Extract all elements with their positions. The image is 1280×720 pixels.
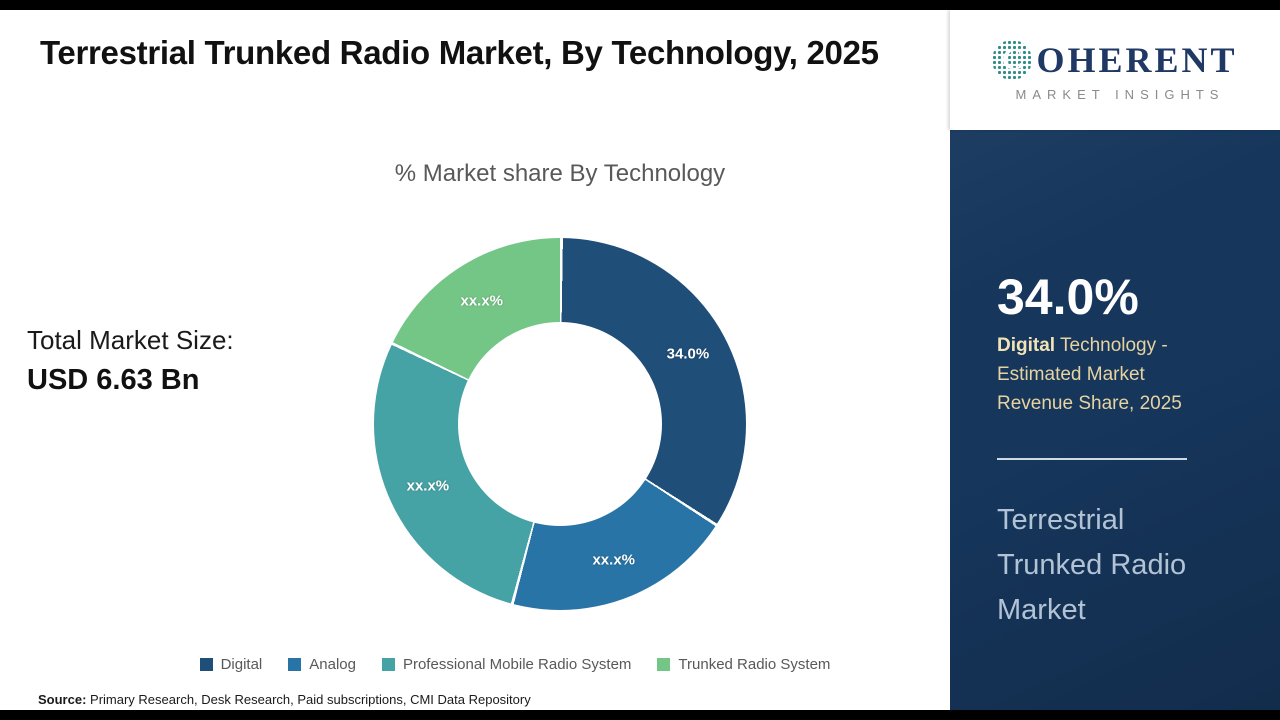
- logo: C OHERENT MARKET INSIGHTS: [950, 10, 1280, 130]
- sidebar-divider: [997, 458, 1187, 460]
- page-title: Terrestrial Trunked Radio Market, By Tec…: [40, 34, 879, 71]
- market-size-label: Total Market Size:: [27, 325, 234, 355]
- market-size-block: Total Market Size: USD 6.63 Bn: [27, 325, 234, 397]
- stat-desc-rest: Technology - Estimated Market Revenue Sh…: [997, 335, 1182, 414]
- slice-label: xx.x%: [592, 551, 636, 569]
- source-note: Source: Primary Research, Desk Research,…: [38, 692, 531, 707]
- legend-item: Trunked Radio System: [657, 656, 830, 673]
- chart-title: % Market share By Technology: [394, 160, 726, 187]
- stat-desc-bold: Digital: [997, 335, 1056, 356]
- market-size-value: USD 6.63 Bn: [27, 364, 200, 396]
- legend-item: Analog: [288, 656, 356, 673]
- logo-row: C OHERENT: [992, 39, 1237, 81]
- logo-initial: C: [1001, 42, 1024, 76]
- chart-legend: Digital Analog Professional Mobile Radio S…: [120, 656, 910, 673]
- legend-item: Digital: [199, 656, 263, 673]
- donut-hole: [458, 322, 662, 526]
- source-label: Source:: [38, 692, 87, 707]
- legend-swatch-icon: [199, 658, 213, 671]
- donut-chart: 34.0% xx.x% xx.x% xx.x%: [374, 238, 746, 610]
- globe-dots-icon: C: [992, 39, 1033, 80]
- main-panel: Terrestrial Trunked Radio Market, By Tec…: [0, 10, 950, 710]
- report-title: Terrestrial Trunked Radio Market: [997, 504, 1187, 626]
- source-text: Primary Research, Desk Research, Paid su…: [86, 692, 531, 707]
- slice-label: xx.x%: [460, 292, 504, 310]
- logo-brand: OHERENT: [1036, 39, 1238, 80]
- slice-label: xx.x%: [406, 477, 450, 495]
- legend-label: Trunked Radio System: [678, 656, 831, 673]
- legend-label: Digital: [220, 656, 263, 673]
- highlight-stat-value: 34.0%: [997, 269, 1139, 325]
- legend-swatch-icon: [381, 658, 395, 671]
- legend-swatch-icon: [657, 658, 671, 671]
- highlight-stat-description: Digital Technology - Estimated Market Re…: [997, 332, 1217, 419]
- legend-swatch-icon: [288, 658, 302, 671]
- logo-tagline: MARKET INSIGHTS: [1015, 86, 1225, 102]
- legend-item: Professional Mobile Radio System: [381, 656, 632, 673]
- legend-label: Analog: [309, 656, 356, 673]
- sidebar: C OHERENT MARKET INSIGHTS 34.0% Digital …: [950, 10, 1280, 710]
- legend-label: Professional Mobile Radio System: [402, 656, 632, 673]
- slice-label: 34.0%: [666, 345, 710, 363]
